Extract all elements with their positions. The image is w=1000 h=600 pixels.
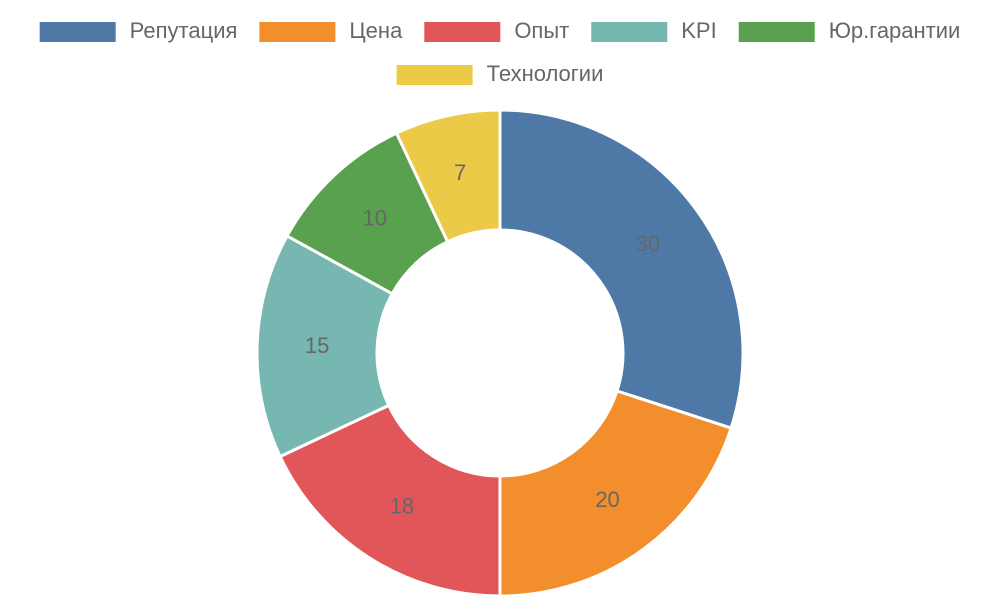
legend-swatch (259, 22, 336, 42)
legend-swatch (591, 22, 668, 42)
legend-label: Юр.гарантии (829, 18, 961, 43)
legend-item: Юр.гарантии (738, 18, 961, 43)
slice (394, 108, 502, 244)
legend-label: Технологии (487, 61, 604, 86)
legend-item: Репутация (39, 18, 238, 43)
slice (278, 403, 502, 598)
legend-item: Опыт (424, 18, 569, 43)
data-label: 20 (595, 487, 619, 512)
legend-swatch (39, 22, 116, 42)
legend-swatch (424, 22, 501, 42)
slice (255, 233, 395, 459)
legend-swatch (738, 22, 815, 42)
data-label: 10 (362, 205, 386, 230)
slice (498, 389, 733, 598)
legend-item: KPI (591, 18, 717, 43)
data-label: 30 (636, 231, 660, 256)
legend-swatch (396, 65, 473, 85)
legend-item: Технологии (396, 61, 604, 86)
legend-label: Цена (349, 18, 403, 43)
legend-item: Цена (259, 18, 403, 43)
data-label: 7 (454, 160, 466, 185)
legend-label: Репутация (130, 18, 238, 43)
data-label: 18 (390, 493, 414, 518)
legend-label: KPI (681, 18, 716, 43)
slice (498, 108, 745, 430)
legend-label: Опыт (514, 18, 569, 43)
data-label: 15 (305, 333, 329, 358)
